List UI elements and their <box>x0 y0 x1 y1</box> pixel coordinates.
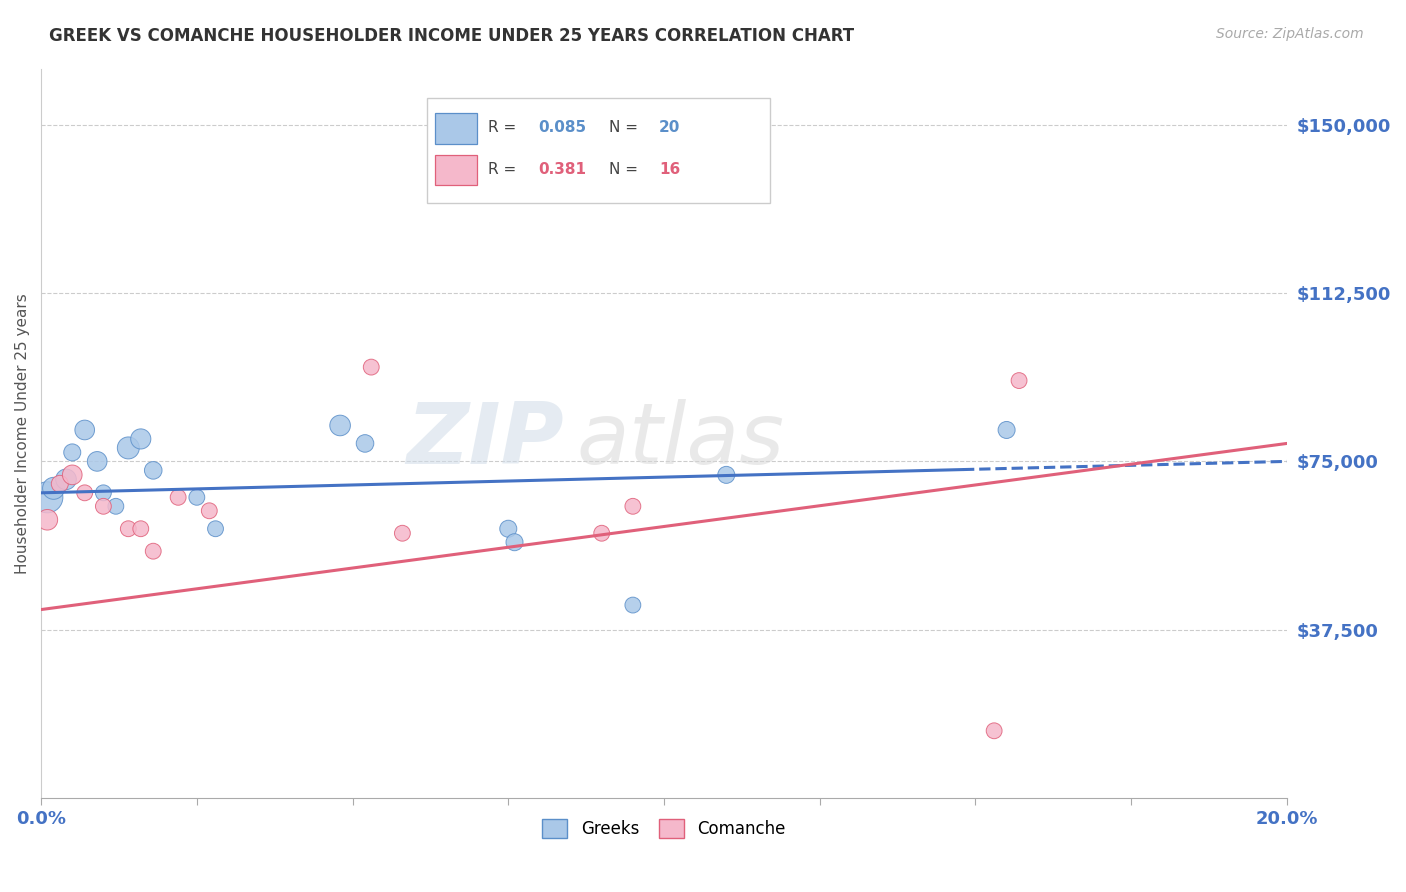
Point <box>142 463 165 477</box>
Point <box>198 504 221 518</box>
Text: 16: 16 <box>659 161 681 177</box>
Point <box>503 535 526 549</box>
Point <box>117 522 139 536</box>
Point <box>1008 374 1031 388</box>
Text: Source: ZipAtlas.com: Source: ZipAtlas.com <box>1216 27 1364 41</box>
Point <box>55 472 77 486</box>
Point <box>42 481 65 495</box>
Point <box>354 436 377 450</box>
Point <box>391 526 413 541</box>
Point <box>186 491 208 505</box>
Point <box>117 441 139 455</box>
Text: N =: N = <box>609 161 643 177</box>
FancyBboxPatch shape <box>434 113 477 144</box>
Point <box>49 476 72 491</box>
Point <box>360 360 382 375</box>
Point <box>167 491 190 505</box>
Point <box>204 522 226 536</box>
Point <box>129 432 152 446</box>
Text: 20: 20 <box>659 120 681 135</box>
Text: N =: N = <box>609 120 643 135</box>
Text: 0.085: 0.085 <box>538 120 586 135</box>
Text: R =: R = <box>488 161 522 177</box>
Point <box>86 454 108 468</box>
Point <box>142 544 165 558</box>
Point <box>37 491 59 505</box>
Point <box>60 467 83 482</box>
Text: 0.381: 0.381 <box>538 161 586 177</box>
Point <box>37 513 59 527</box>
Point <box>498 522 520 536</box>
FancyBboxPatch shape <box>427 98 770 203</box>
Text: R =: R = <box>488 120 522 135</box>
Point <box>983 723 1005 738</box>
Point <box>60 445 83 459</box>
Text: GREEK VS COMANCHE HOUSEHOLDER INCOME UNDER 25 YEARS CORRELATION CHART: GREEK VS COMANCHE HOUSEHOLDER INCOME UND… <box>49 27 855 45</box>
Point <box>93 500 115 514</box>
Point <box>104 500 127 514</box>
Text: ZIP: ZIP <box>406 399 564 483</box>
Text: atlas: atlas <box>576 399 785 483</box>
Point <box>995 423 1018 437</box>
FancyBboxPatch shape <box>434 154 477 186</box>
Point <box>591 526 613 541</box>
Point <box>329 418 352 433</box>
Point <box>621 500 644 514</box>
Point <box>716 467 738 482</box>
Point <box>73 485 96 500</box>
Legend: Greeks, Comanche: Greeks, Comanche <box>536 812 793 845</box>
Point <box>93 485 115 500</box>
Point <box>73 423 96 437</box>
Point <box>129 522 152 536</box>
Y-axis label: Householder Income Under 25 years: Householder Income Under 25 years <box>15 293 30 574</box>
Point <box>621 598 644 612</box>
